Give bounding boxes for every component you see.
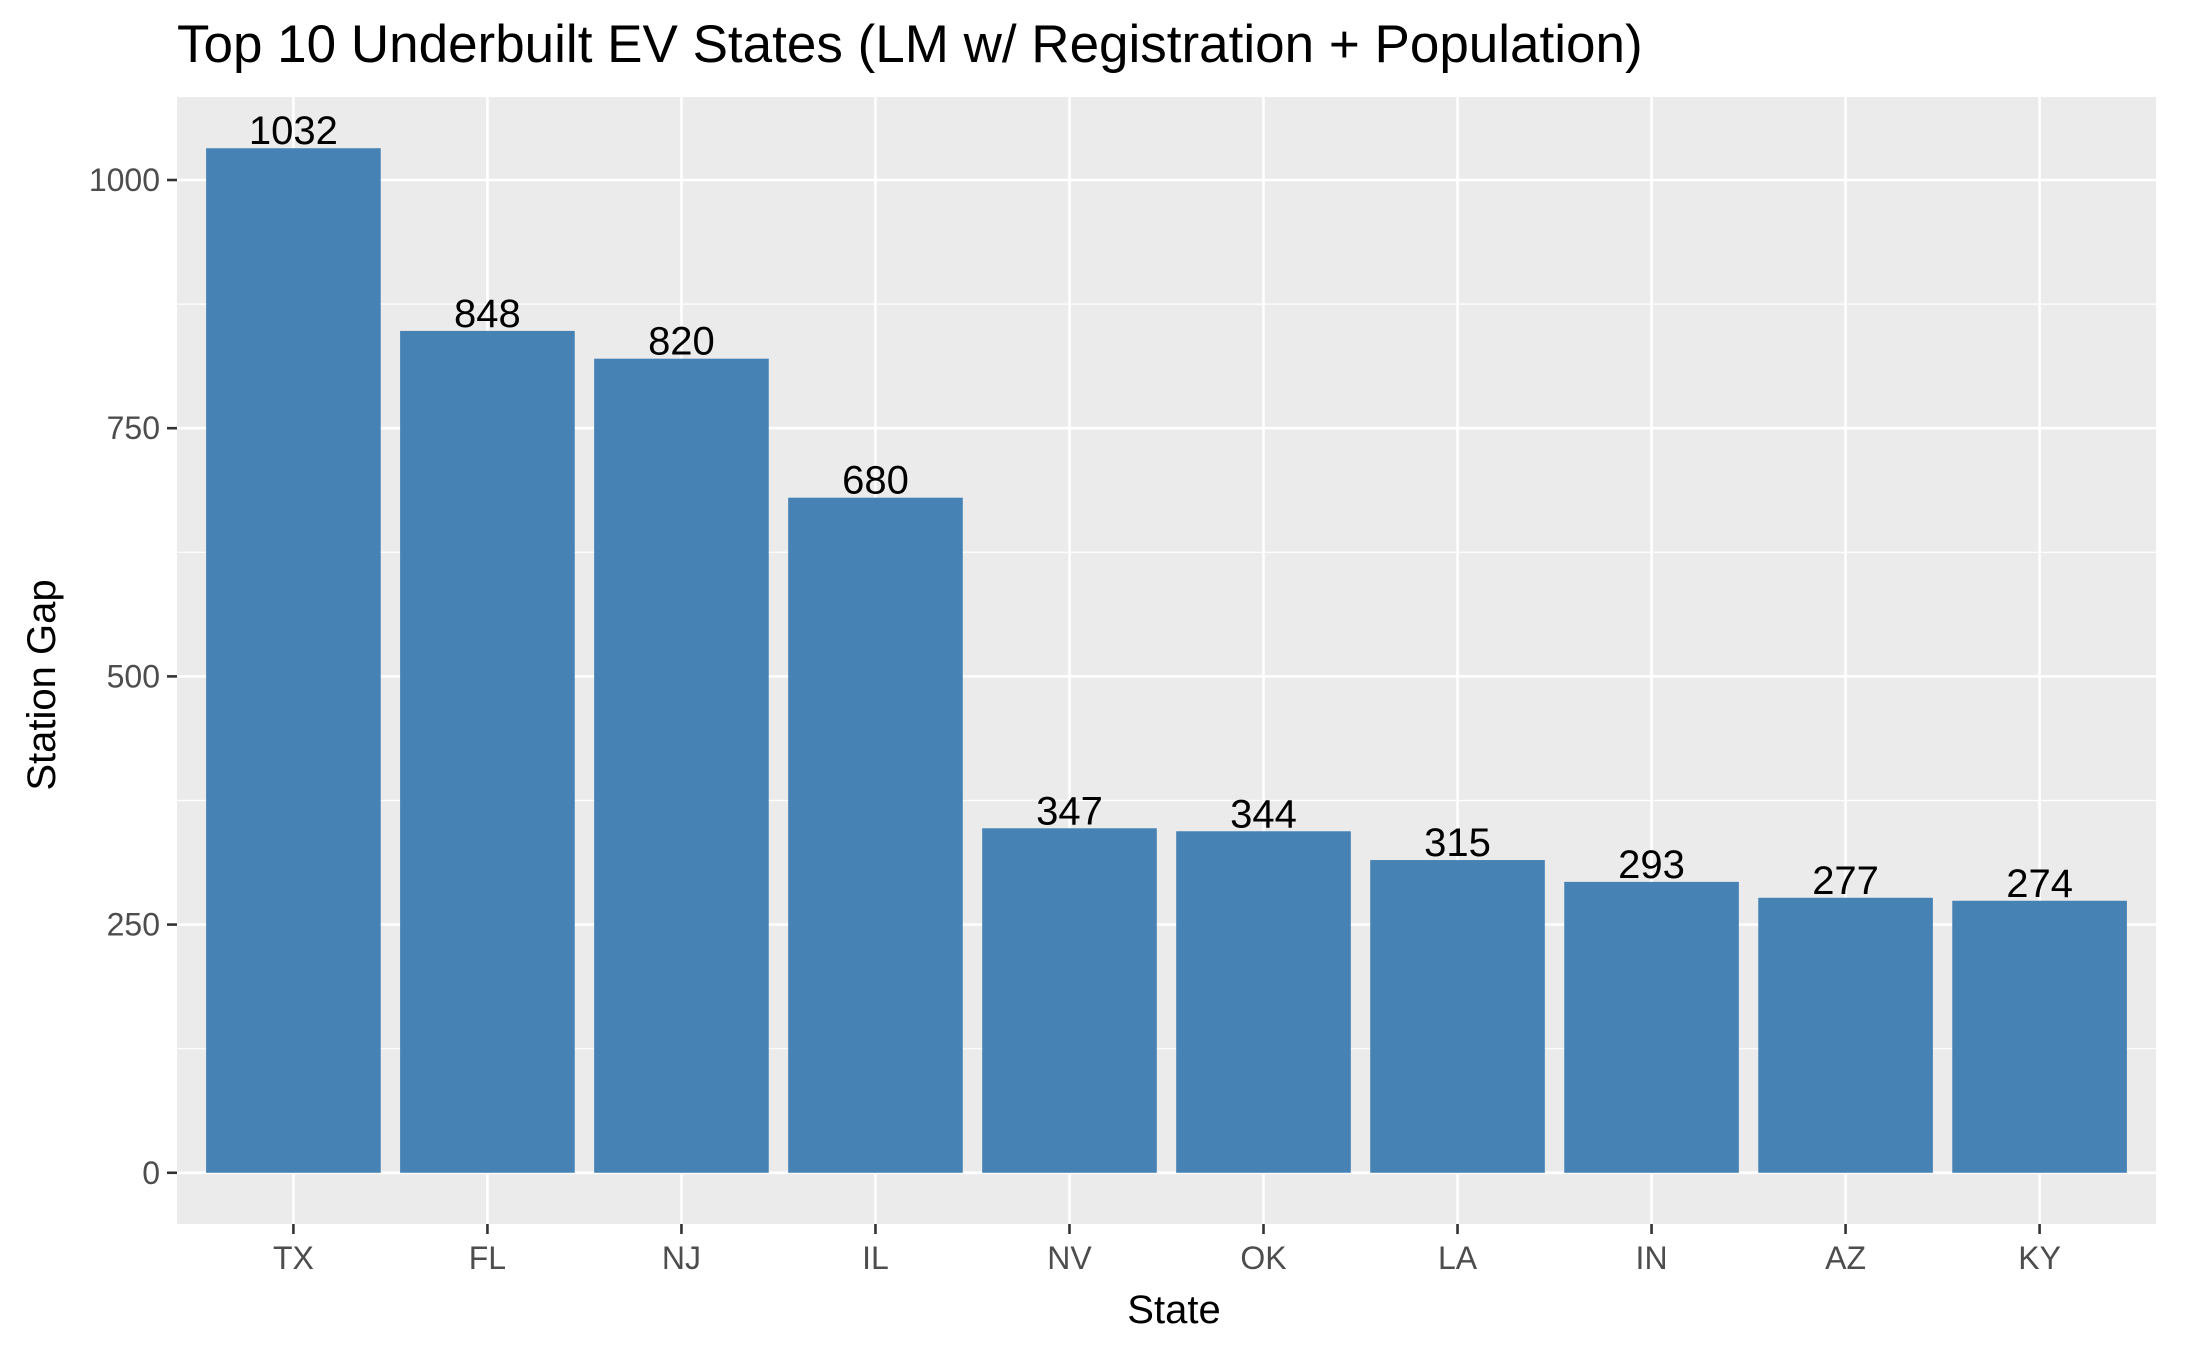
bar-tx (206, 148, 381, 1173)
x-axis-title: State (1127, 1288, 1220, 1332)
data-label-la: 315 (1424, 821, 1491, 865)
data-label-fl: 848 (454, 292, 521, 336)
bar-ky (1952, 900, 2127, 1173)
data-label-az: 277 (1812, 859, 1879, 903)
bar-ok (1176, 831, 1351, 1173)
bar-az (1758, 897, 1933, 1173)
x-tick-label: FL (469, 1240, 506, 1276)
data-label-il: 680 (842, 459, 909, 503)
x-tick-label: OK (1240, 1240, 1286, 1276)
x-tick-label: NV (1047, 1240, 1092, 1276)
data-label-tx: 1032 (249, 109, 338, 153)
data-label-ok: 344 (1230, 792, 1297, 836)
data-label-nj: 820 (648, 320, 715, 364)
data-label-in: 293 (1618, 843, 1685, 887)
chart-title: Top 10 Underbuilt EV States (LM w/ Regis… (177, 15, 1643, 74)
y-tick-label: 500 (107, 658, 160, 694)
y-tick-label: 750 (107, 410, 160, 446)
x-tick-label: IL (862, 1240, 889, 1276)
bar-fl (400, 330, 575, 1173)
bar-nj (594, 358, 769, 1173)
x-tick-label: TX (273, 1240, 314, 1276)
x-tick-label: IN (1636, 1240, 1668, 1276)
data-label-ky: 274 (2006, 862, 2073, 906)
y-tick-label: 1000 (89, 162, 160, 198)
y-axis-title: Station Gap (20, 579, 64, 790)
x-axis: TX FL NJ IL NV OK LA IN AZ KY (273, 1224, 2061, 1276)
y-tick-label: 250 (107, 907, 160, 943)
bars (206, 148, 2127, 1173)
bar-la (1370, 860, 1545, 1173)
x-tick-label: LA (1438, 1240, 1478, 1276)
data-labels: 1032 848 820 680 347 344 315 293 277 274 (249, 109, 2073, 906)
data-label-nv: 347 (1036, 789, 1103, 833)
x-tick-label: KY (2018, 1240, 2061, 1276)
y-tick-label: 0 (142, 1155, 160, 1191)
x-tick-label: NJ (662, 1240, 701, 1276)
bar-nv (982, 828, 1157, 1173)
x-tick-label: AZ (1825, 1240, 1866, 1276)
y-axis: 0 250 500 750 1000 (89, 162, 177, 1191)
bar-il (788, 497, 963, 1173)
bar-in (1564, 881, 1739, 1173)
